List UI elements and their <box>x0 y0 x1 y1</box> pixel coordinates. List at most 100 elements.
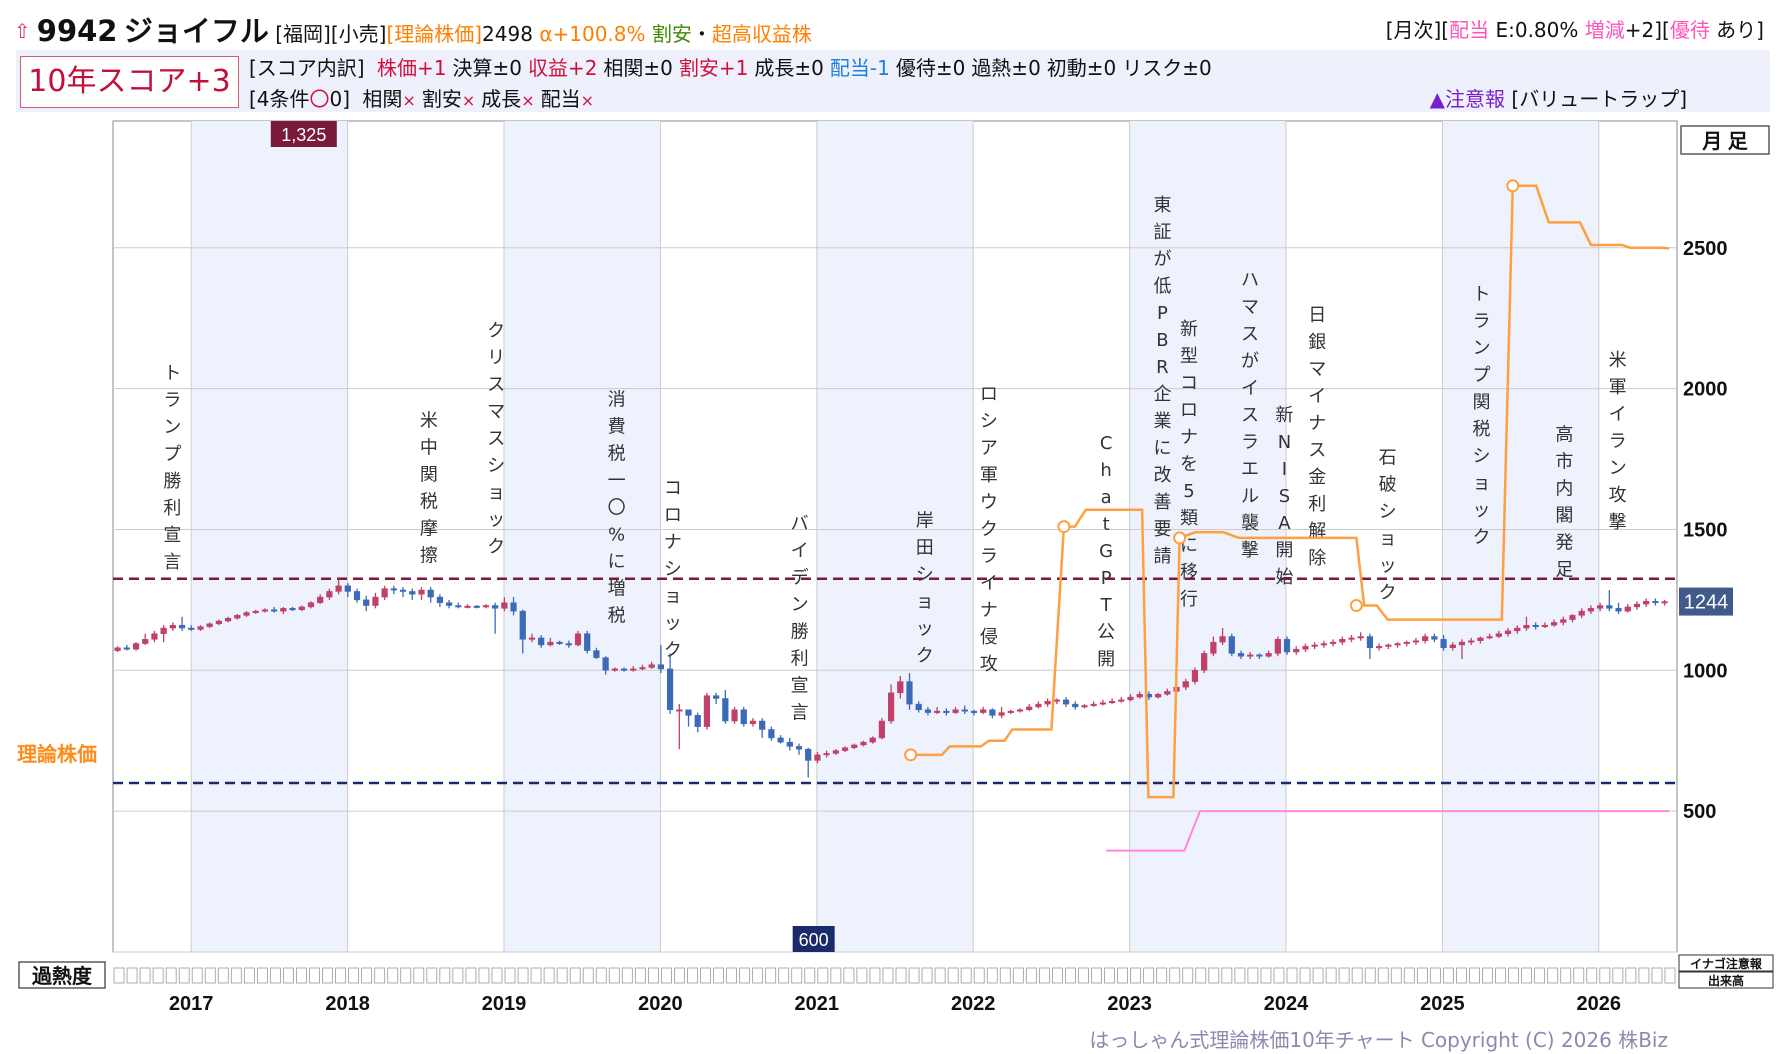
event-char: ス <box>487 374 505 395</box>
candle <box>1026 704 1033 712</box>
condition-item: 割安× <box>421 87 476 111</box>
candle <box>436 594 443 607</box>
overheat-cell <box>843 967 855 984</box>
event-char: 撃 <box>1241 540 1259 561</box>
overheat-cell <box>1612 967 1624 984</box>
candle <box>280 606 287 614</box>
x-year-label: 2025 <box>1420 993 1465 1015</box>
overheat-cell <box>1469 967 1480 984</box>
score-band <box>16 50 1770 112</box>
cheap-badge: 割安 <box>651 22 692 46</box>
event-char: イ <box>791 540 809 561</box>
overheat-cell <box>1416 967 1428 984</box>
warning: ▲注意報 [バリュートラップ] <box>1430 83 1687 112</box>
candle <box>556 640 563 645</box>
x-year-label: 2024 <box>1264 993 1309 1015</box>
cond-prefix: [4条件 <box>249 87 310 111</box>
candle <box>713 692 720 705</box>
candle-body <box>676 709 683 712</box>
overheat-cell <box>465 967 477 984</box>
candle-body <box>1219 636 1226 643</box>
candle-body <box>814 754 821 761</box>
copyright-footer: はっしゃん式理論株価10年チャート Copyright (C) 2026 株Bi… <box>1089 1028 1668 1052</box>
candle <box>611 667 618 672</box>
event-char: ラ <box>1609 431 1627 452</box>
candle <box>832 749 839 755</box>
event-char: 言 <box>791 702 809 723</box>
overheat-cell <box>1586 967 1598 984</box>
overheat-cell <box>309 967 320 984</box>
candle <box>224 616 232 623</box>
overheat-cell <box>1273 967 1285 984</box>
warning-label: 注意報 <box>1445 87 1506 111</box>
inago-label: イナゴ注意報 <box>1690 956 1763 971</box>
candle-body <box>1357 636 1364 639</box>
candle <box>151 630 158 643</box>
candle <box>584 630 591 654</box>
candle-body <box>1044 701 1051 705</box>
candle <box>1541 622 1548 629</box>
candle <box>878 718 885 740</box>
candle <box>749 718 757 727</box>
overheat-cell <box>517 967 529 984</box>
overheat-cell <box>1117 967 1128 984</box>
event-char: 摩 <box>420 519 438 540</box>
event-char: % <box>608 525 625 546</box>
overheat-cell <box>999 967 1011 984</box>
overheat-cell <box>1130 967 1142 984</box>
candle <box>869 736 876 744</box>
overheat-cell <box>335 967 347 984</box>
low-price-label: 600 <box>799 930 829 950</box>
overheat-cell <box>230 967 242 984</box>
event-char: マ <box>1308 359 1326 380</box>
year-shade <box>1129 121 1286 952</box>
candle-body <box>666 668 674 710</box>
event-char: プ <box>1473 365 1491 386</box>
event-char: ラ <box>980 546 998 567</box>
candle-body <box>1624 606 1631 612</box>
event-char: 利 <box>1308 494 1326 515</box>
candle-body <box>1311 644 1318 647</box>
up-arrow-icon: ⇧ <box>14 19 31 43</box>
candle-body <box>1182 681 1189 688</box>
event-char: 田 <box>916 538 934 559</box>
candle-body <box>289 608 296 611</box>
overheat-cell <box>869 967 881 984</box>
overheat-cell <box>269 967 281 984</box>
event-char: 税 <box>608 606 626 627</box>
candle <box>1099 699 1106 706</box>
candle-body <box>786 741 793 747</box>
event-char: 攻 <box>980 654 998 675</box>
candle-body <box>970 710 978 713</box>
candle <box>1624 604 1631 613</box>
candle-body <box>998 712 1005 716</box>
dividend-label: 配当 <box>1449 18 1490 42</box>
candle-body <box>1191 670 1199 682</box>
candle-body <box>510 602 517 612</box>
condition-item: 配当× <box>540 87 595 111</box>
candle-body <box>1422 636 1429 641</box>
event-char: シ <box>980 411 998 432</box>
overheat-cell <box>348 967 360 984</box>
overheat-cell <box>361 967 373 984</box>
event-char: ス <box>487 428 505 449</box>
theory-marker <box>1506 179 1520 193</box>
candle-body <box>1560 619 1567 623</box>
candle-body <box>1661 601 1668 604</box>
candle <box>1661 599 1668 606</box>
candle <box>501 597 508 612</box>
event-char: 閣 <box>1555 506 1573 527</box>
overheat-label: 過熱度 <box>32 964 93 988</box>
overheat-cell <box>256 967 268 984</box>
event-char: 企 <box>1153 384 1171 405</box>
score-box: 10年スコア+3 <box>20 56 239 108</box>
event-char: に <box>608 552 626 573</box>
candle-body <box>1385 644 1392 647</box>
candle-body <box>1136 693 1143 698</box>
theory-marker <box>904 748 918 762</box>
candle <box>1329 639 1337 647</box>
candle <box>768 726 775 741</box>
candle-body <box>795 746 803 750</box>
candle-body <box>832 750 839 754</box>
candle-body <box>611 668 618 671</box>
